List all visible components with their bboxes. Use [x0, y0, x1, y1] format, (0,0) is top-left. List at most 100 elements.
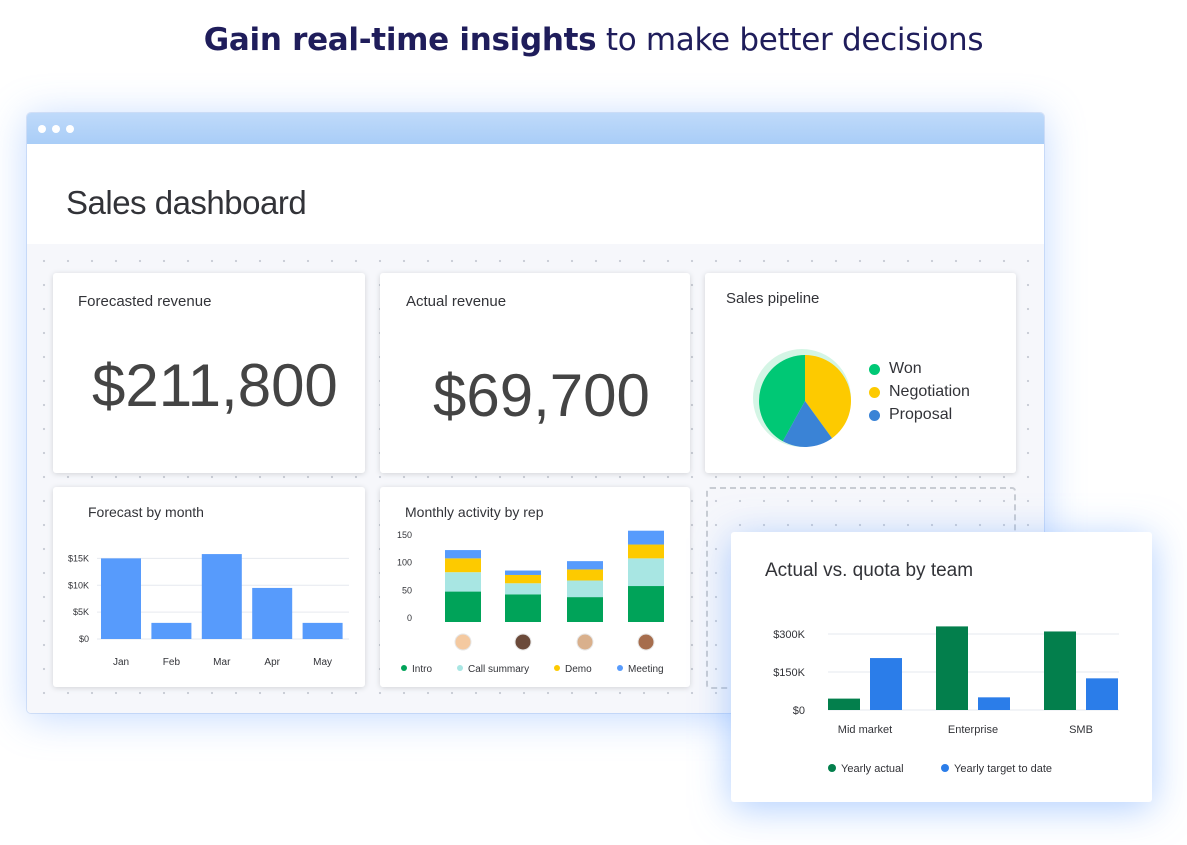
sales-pipeline-card[interactable]: Sales pipeline Won Negotiation Proposal	[705, 273, 1016, 473]
headline-rest: to make better decisions	[596, 22, 984, 58]
legend-label: Proposal	[889, 406, 953, 423]
forecasted-revenue-value: $211,800	[92, 352, 338, 419]
y-tick-label: $300K	[773, 629, 805, 641]
x-tick-label: Enterprise	[948, 724, 998, 736]
monthly-activity-card[interactable]: Monthly activity by rep 0 50 100 150 Intro Ca…	[380, 487, 690, 687]
card-title: Actual vs. quota by team	[765, 560, 974, 581]
bar-jan	[101, 558, 141, 639]
pipeline-pie-chart	[753, 349, 851, 447]
stack-segment-call-summary	[445, 572, 481, 592]
won-dot-icon	[869, 363, 880, 375]
legend-label: Yearly target to date	[954, 763, 1052, 775]
avatar-border	[514, 633, 532, 651]
stack-segment-call-summary	[505, 583, 541, 595]
bar-feb	[151, 622, 192, 639]
legend-dot-icon	[554, 665, 560, 671]
stack-segment-intro	[567, 597, 603, 622]
bar-yearly-actual	[1044, 631, 1076, 710]
y-tick-label: $0	[79, 634, 89, 644]
avatar	[515, 634, 531, 650]
bar-yearly-actual	[828, 698, 860, 710]
stack-segment-meeting	[628, 530, 664, 545]
legend-label: Intro	[412, 664, 432, 675]
stack-segment-demo	[567, 569, 603, 581]
pie-slice-proposal	[782, 401, 833, 447]
stack-segment-intro	[505, 594, 541, 622]
card-title: Sales pipeline	[726, 290, 820, 307]
legend-dot-icon	[401, 665, 407, 671]
legend-dot-icon	[828, 764, 836, 772]
stack-segment-call-summary	[628, 558, 664, 587]
y-tick-label: 50	[402, 585, 412, 595]
x-tick-label: May	[313, 657, 332, 668]
legend-label: Yearly actual	[841, 763, 904, 775]
bar-mar	[201, 554, 242, 639]
headline: Gain real-time insights to make better d…	[0, 22, 1187, 58]
bar-apr	[252, 587, 293, 639]
window-dot-icon	[38, 125, 46, 133]
x-tick-label: Mar	[213, 657, 231, 668]
bar-may	[302, 622, 343, 639]
y-tick-label: $0	[793, 705, 805, 717]
legend-item-won: Won	[869, 360, 922, 378]
actual-revenue-value: $69,700	[433, 362, 650, 429]
quota-bar-chart: $0 $150K $300K Mid market Enterprise SMB Yearl…	[773, 626, 1119, 775]
stack-segment-demo	[505, 574, 541, 584]
negotiation-dot-icon	[869, 386, 880, 398]
y-tick-label: $5K	[73, 607, 89, 617]
x-tick-label: Mid market	[838, 724, 892, 736]
avatar	[455, 634, 471, 650]
pie-slice-negotiation	[805, 355, 851, 439]
y-tick-label: $10K	[68, 580, 89, 590]
avatar-border	[637, 633, 655, 651]
legend-label: Demo	[565, 664, 592, 675]
y-tick-label: 0	[407, 613, 412, 623]
stack-segment-meeting	[505, 570, 541, 575]
stack-segment-call-summary	[567, 580, 603, 598]
actual-revenue-card[interactable]: Actual revenue $69,700	[380, 273, 690, 473]
pie-slice-won	[759, 355, 805, 442]
bar-yearly-target-to-date	[870, 658, 902, 710]
window-titlebar	[27, 113, 1044, 144]
bar-yearly-target-to-date	[978, 697, 1010, 710]
y-tick-label: 150	[397, 530, 412, 540]
stack-segment-intro	[445, 591, 481, 622]
stack-segment-intro	[628, 586, 664, 622]
legend-label: Call summary	[468, 664, 529, 675]
legend-dot-icon	[941, 764, 949, 772]
avatar-border	[454, 633, 472, 651]
y-tick-label: $15K	[68, 553, 89, 563]
quota-card[interactable]: Actual vs. quota by team $0 $150K $300K Mid…	[731, 532, 1152, 802]
x-tick-label: SMB	[1069, 724, 1093, 736]
legend-label: Negotiation	[889, 383, 970, 400]
legend-label: Meeting	[628, 664, 664, 675]
card-title: Monthly activity by rep	[405, 504, 544, 520]
stack-segment-demo	[628, 544, 664, 559]
y-tick-label: $150K	[773, 667, 805, 679]
card-title: Forecast by month	[88, 504, 204, 520]
legend-label: Won	[889, 360, 922, 377]
legend-dot-icon	[457, 665, 463, 671]
x-tick-label: Apr	[264, 657, 280, 668]
activity-stacked-chart: 0 50 100 150 Intro Call summary Demo Meeting	[397, 530, 664, 675]
legend-item-negotiation: Negotiation	[869, 383, 970, 401]
bar-yearly-target-to-date	[1086, 678, 1118, 710]
stack-segment-demo	[445, 558, 481, 573]
avatar-border	[576, 633, 594, 651]
dashboard-header: Sales dashboard	[27, 144, 1044, 244]
legend-dot-icon	[617, 665, 623, 671]
headline-bold: Gain real-time insights	[203, 22, 597, 58]
card-title: Forecasted revenue	[78, 293, 212, 310]
forecast-bar-chart: $0 $5K $10K $15K Jan Feb Mar Apr May	[68, 553, 349, 668]
page-title: Sales dashboard	[66, 184, 307, 221]
y-tick-label: 100	[397, 558, 412, 568]
avatar	[638, 634, 654, 650]
window-dot-icon	[52, 125, 60, 133]
avatar	[577, 634, 593, 650]
window-dot-icon	[66, 125, 74, 133]
forecast-by-month-card[interactable]: Forecast by month $0 $5K $10K $15K Jan Feb Mar…	[53, 487, 365, 687]
legend-item-proposal: Proposal	[869, 406, 952, 424]
proposal-dot-icon	[869, 409, 880, 421]
forecasted-revenue-card[interactable]: Forecasted revenue $211,800	[53, 273, 365, 473]
card-title: Actual revenue	[406, 293, 507, 310]
